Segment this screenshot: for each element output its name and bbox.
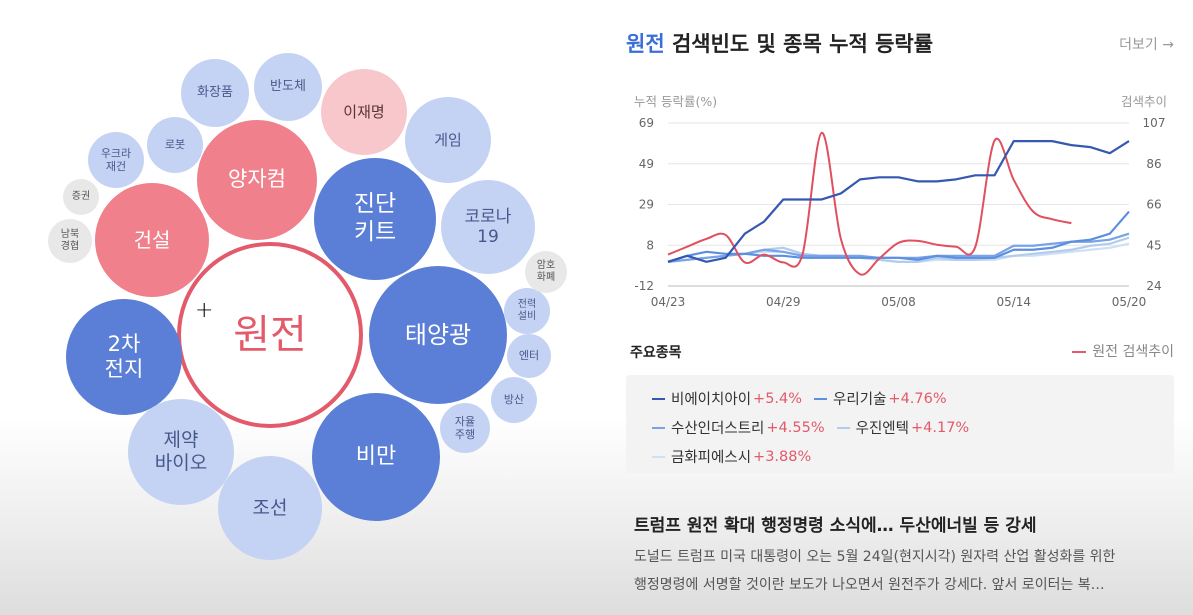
y-right-tick-label: 66 [1146, 198, 1161, 212]
stock-change: +4.76% [888, 390, 947, 407]
news-line: 도널드 트럼프 미국 대통령이 오는 5월 24일(현지시각) 원자력 산업 활… [634, 549, 1116, 565]
more-link[interactable]: 더보기 → [1119, 37, 1174, 53]
line-chart: 69 107 49 86 29 66 8 45 -12 24 04/23 04/29 05/08 05/1… [634, 94, 1167, 309]
theme-bubble-robot[interactable]: 로봇 [147, 117, 203, 173]
theme-bubble-crypto[interactable]: 암호 화폐 [525, 251, 567, 293]
y-left-tick-label: 49 [639, 157, 654, 171]
search-trend-legend: 원전 검색추이 [1072, 341, 1174, 361]
theme-bubble-main[interactable]: 원전 [177, 242, 363, 428]
stock-change: +4.55% [766, 419, 825, 436]
title-rest: 검색빈도 및 종목 누적 등락률 [664, 32, 934, 56]
title-keyword: 원전 [626, 32, 665, 56]
stock-row: 금화피에스시 +3.88% [652, 442, 1174, 471]
x-tick-label: 05/20 [1112, 295, 1147, 309]
y-right-tick-label: 86 [1146, 157, 1161, 171]
theme-bubble-ship[interactable]: 조선 [218, 456, 322, 560]
series-line-0 [667, 140, 1130, 263]
stock-item[interactable]: 금화피에스시 +3.88% [652, 446, 811, 467]
news-headline[interactable]: 트럼프 원전 확대 행정명령 소식에… 두산에너빌 등 강세 [634, 516, 1037, 536]
stock-list: 비에이치아이 +5.4% 우리기술 +4.76% 수산인더스트리 +4.55% 우진엔… [626, 375, 1174, 473]
mouse-cursor: + [195, 298, 214, 323]
stock-change: +5.4% [753, 390, 803, 407]
y-right-tick-label: 24 [1146, 279, 1161, 293]
theme-bubble-obesity[interactable]: 비만 [312, 393, 440, 521]
theme-bubble-cosmetic[interactable]: 화장품 [181, 59, 249, 127]
news-summary[interactable]: 도널드 트럼프 미국 대통령이 오는 5월 24일(현지시각) 원자력 산업 활… [634, 543, 1174, 599]
theme-bubble-covid[interactable]: 코로나 19 [441, 180, 535, 274]
theme-bubble-construct[interactable]: 건설 [95, 183, 209, 297]
stock-dash [652, 397, 665, 400]
theme-bubble-defense[interactable]: 방산 [491, 377, 537, 423]
y-left-tick-label: 69 [639, 116, 654, 130]
theme-bubble-pharma[interactable]: 제약 바이오 [128, 399, 234, 505]
y-right-tick-label: 45 [1146, 238, 1161, 252]
stock-name: 우진엔텍 [855, 421, 909, 437]
theme-bubble-game[interactable]: 게임 [405, 97, 491, 183]
theme-bubble-stock[interactable]: 증권 [63, 179, 99, 215]
stock-item[interactable]: 비에이치아이 +5.4% [652, 388, 802, 409]
x-tick-label: 04/29 [766, 295, 801, 309]
stock-change: +4.17% [910, 419, 970, 436]
stock-name: 비에이치아이 [671, 392, 752, 408]
y-axis-right-label: 검색추이 [1121, 94, 1167, 109]
legend-dash [1072, 351, 1087, 353]
legend-text: 원전 검색추이 [1092, 344, 1174, 360]
news-line: 행정명령에 서명할 것이란 보도가 나오면서 원전주가 강세다. 앞서 로이터는… [634, 577, 1105, 593]
stock-item[interactable]: 우리기술 +4.76% [814, 388, 947, 409]
stock-row: 수산인더스트리 +4.55% 우진엔텍 +4.17% [652, 413, 1174, 442]
stock-row: 비에이치아이 +5.4% 우리기술 +4.76% [652, 384, 1174, 413]
theme-bubble-nk[interactable]: 남북 경협 [48, 219, 92, 263]
y-left-tick-label: 29 [639, 198, 654, 212]
theme-bubble-quantum[interactable]: 양자컴 [197, 120, 317, 240]
series-line-5 [667, 131, 1072, 276]
detail-panel: 원전 검색빈도 및 종목 누적 등락률 더보기 → 69 107 49 86 29 66 8… [626, 0, 1174, 615]
y-axis-left-label: 누적 등락률(%) [634, 94, 717, 109]
theme-bubble-auto[interactable]: 자율 주행 [440, 403, 490, 453]
stock-dash [814, 397, 828, 400]
stock-change: +3.88% [753, 448, 812, 465]
theme-bubble-leejm[interactable]: 이재명 [321, 69, 407, 155]
theme-bubble-semi[interactable]: 반도체 [254, 53, 322, 121]
stock-dash [652, 426, 665, 429]
theme-bubble-ukraine[interactable]: 우크라 재건 [88, 132, 144, 188]
stock-dash [836, 426, 850, 429]
theme-bubble-diag[interactable]: 진단 키트 [314, 158, 436, 280]
theme-bubble-solar[interactable]: 태양광 [369, 266, 507, 404]
x-tick-label: 05/14 [996, 295, 1031, 309]
series-line-1 [667, 210, 1130, 263]
theme-bubble-power[interactable]: 전력 설비 [504, 288, 550, 334]
stocks-section-label: 주요종목 [630, 345, 682, 361]
y-left-tick-label: 8 [646, 238, 654, 252]
x-tick-label: 04/23 [651, 295, 686, 309]
theme-bubble-entertain[interactable]: 엔터 [507, 334, 551, 378]
stock-item[interactable]: 수산인더스트리 +4.55% [652, 417, 825, 438]
stock-name: 금화피에스시 [671, 450, 752, 466]
stock-name: 수산인더스트리 [671, 421, 765, 437]
x-tick-label: 05/08 [881, 295, 916, 309]
y-right-tick-label: 107 [1143, 116, 1166, 130]
stock-item[interactable]: 우진엔텍 +4.17% [836, 417, 970, 438]
stock-dash [652, 455, 665, 458]
y-left-tick-label: -12 [634, 279, 654, 293]
panel-title: 원전 검색빈도 및 종목 누적 등락률 [626, 28, 933, 58]
theme-bubble-battery[interactable]: 2차 전지 [66, 299, 182, 415]
stock-name: 우리기술 [833, 392, 887, 408]
